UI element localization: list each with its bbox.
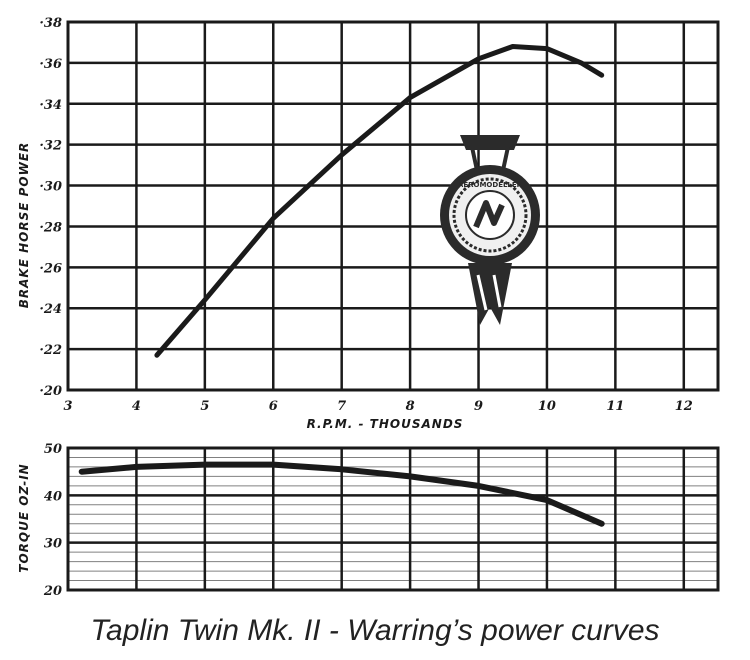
award-seal-icon: AEROMODELLER [440,135,540,325]
torque-y-ticks: 20 30 40 50 [43,442,62,599]
torque-tick-label: 20 [43,584,62,599]
rpm-tick-label: 8 [406,399,415,414]
bhp-tick-label: ·34 [39,98,62,113]
rpm-tick-label: 10 [538,399,556,414]
bhp-tick-label: ·32 [39,139,62,154]
rpm-tick-label: 12 [675,399,693,414]
rpm-x-ticks: 3 4 5 6 7 8 9 10 11 12 [63,399,692,414]
rpm-tick-label: 9 [474,399,483,414]
rpm-tick-label: 5 [200,399,209,414]
rpm-tick-label: 3 [63,399,72,414]
torque-grid [66,446,720,592]
bhp-tick-label: ·30 [39,180,62,195]
torque-axis-title: TORQUE OZ-IN [17,463,31,572]
torque-plot-frame [66,446,720,592]
rpm-tick-label: 7 [337,399,346,414]
rpm-tick-label: 11 [606,399,624,414]
bhp-tick-label: ·38 [39,16,62,31]
torque-curve [78,461,605,527]
bhp-tick-label: ·28 [39,220,62,235]
seal-text: AEROMODELLER [458,181,523,189]
rpm-axis-title: R.P.M. - THOUSANDS [307,417,464,431]
bhp-grid [66,20,720,392]
bhp-tick-label: ·20 [39,384,62,399]
bhp-tick-label: ·24 [39,302,62,317]
bhp-axis-title: BRAKE HORSE POWER [17,142,31,309]
rpm-tick-label: 6 [269,399,278,414]
torque-tick-label: 30 [44,537,62,552]
bhp-curve [154,44,605,358]
torque-tick-label: 40 [44,489,62,504]
bhp-plot-frame [66,20,720,392]
bhp-y-ticks: ·20 ·22 ·24 ·26 ·28 ·30 ·32 ·34 ·36 ·38 [39,16,62,399]
bhp-tick-label: ·36 [39,57,62,72]
rpm-tick-label: 4 [132,399,141,414]
figure-caption: Taplin Twin Mk. II - Warring’s power cur… [90,614,660,647]
bhp-tick-label: ·26 [39,261,62,276]
bhp-tick-label: ·22 [39,343,62,358]
torque-tick-label: 50 [44,442,62,457]
